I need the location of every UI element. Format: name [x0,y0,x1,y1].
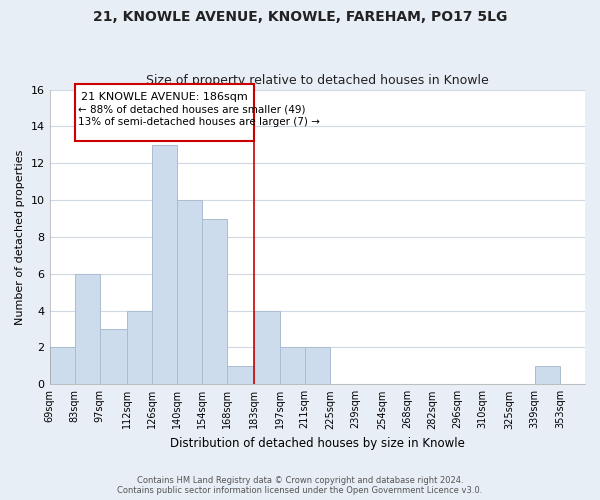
Bar [535,366,560,384]
Bar [280,348,305,385]
Bar [152,145,177,384]
X-axis label: Distribution of detached houses by size in Knowle: Distribution of detached houses by size … [170,437,465,450]
Bar [202,218,227,384]
Bar [50,348,74,385]
FancyBboxPatch shape [74,84,254,141]
Bar [254,310,280,384]
Bar [100,329,127,384]
Bar [127,310,152,384]
Bar [227,366,254,384]
Bar [305,348,330,385]
Bar [177,200,202,384]
Text: ← 88% of detached houses are smaller (49): ← 88% of detached houses are smaller (49… [78,104,306,115]
Y-axis label: Number of detached properties: Number of detached properties [15,149,25,324]
Text: 21, KNOWLE AVENUE, KNOWLE, FAREHAM, PO17 5LG: 21, KNOWLE AVENUE, KNOWLE, FAREHAM, PO17… [93,10,507,24]
Text: 13% of semi-detached houses are larger (7) →: 13% of semi-detached houses are larger (… [78,117,320,127]
Bar [74,274,100,384]
Title: Size of property relative to detached houses in Knowle: Size of property relative to detached ho… [146,74,488,87]
Text: Contains HM Land Registry data © Crown copyright and database right 2024.
Contai: Contains HM Land Registry data © Crown c… [118,476,482,495]
Text: 21 KNOWLE AVENUE: 186sqm: 21 KNOWLE AVENUE: 186sqm [81,92,248,102]
